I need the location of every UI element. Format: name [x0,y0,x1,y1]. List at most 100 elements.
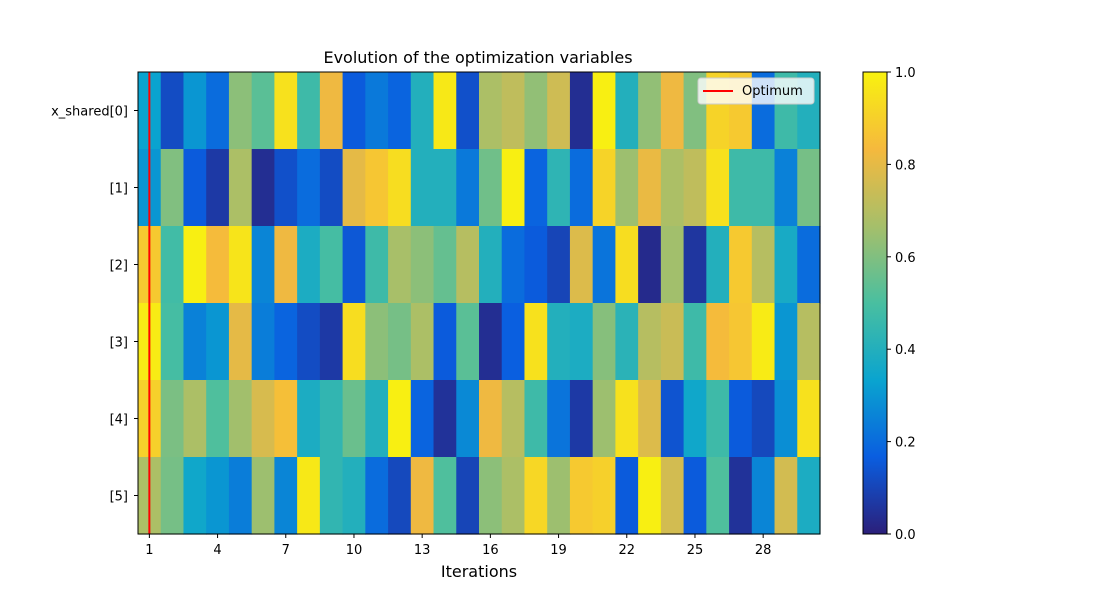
heatmap-cell [683,303,707,381]
heatmap-cell [660,457,685,535]
heatmap-cell [706,226,730,304]
heatmap-cell [365,149,389,227]
heatmap-cell [706,457,730,535]
heatmap-cell [592,303,616,381]
heatmap-cell [660,380,685,458]
heatmap-cell [342,149,366,227]
heatmap-cell [433,226,457,304]
heatmap-cell [479,303,503,381]
heatmap-cell [251,457,275,535]
heatmap-cell [456,303,480,381]
heatmap-cell [433,380,457,458]
heatmap-cell [228,380,253,458]
heatmap-cell [729,149,753,227]
heatmap-cell [592,149,616,227]
heatmap-cell [365,72,389,150]
heatmap-cell [569,303,594,381]
y-tick-label: [1] [110,182,128,197]
heatmap-cell [319,72,344,150]
heatmap-cell [501,226,526,304]
heatmap-cell [297,72,321,150]
heatmap-cell [433,149,457,227]
heatmap-cell [433,303,457,381]
heatmap-cell [410,303,435,381]
y-tick-label: [3] [110,336,128,351]
x-tick-label: 4 [213,543,221,558]
heatmap-cell [638,457,662,535]
colorbar-tick-label: 1.0 [895,66,916,81]
heatmap-cell [638,149,662,227]
heatmap-cell [479,380,503,458]
x-tick-label: 7 [282,543,290,558]
heatmap-cell [160,457,185,535]
x-tick-label: 28 [755,543,772,558]
heatmap-cell [592,380,616,458]
heatmap-cell [274,72,298,150]
heatmap-cell [228,303,253,381]
heatmap-cell [433,457,457,535]
heatmap-cell [479,72,503,150]
heatmap-cell [615,72,639,150]
heatmap-cell [251,149,275,227]
heatmap-cell [615,380,639,458]
heatmap-cell [274,226,298,304]
heatmap-cell [456,149,480,227]
heatmap-cell [774,303,798,381]
heatmap-cell [456,380,480,458]
heatmap-cell [183,149,207,227]
heatmap-cell [592,72,616,150]
heatmap-cell [524,149,548,227]
heatmap-cell [501,72,526,150]
heatmap-cell [342,303,366,381]
heatmap-cell [501,149,526,227]
heatmap-cell [797,149,821,227]
heatmap-cell [592,226,616,304]
y-tick-label: [2] [110,259,128,274]
heatmap-cell [342,457,366,535]
heatmap-cell [524,72,548,150]
heatmap-cell [524,303,548,381]
heatmap-cell [160,226,185,304]
heatmap-cell [479,149,503,227]
heatmap-cell [183,380,207,458]
heatmap-cell [615,149,639,227]
heatmap-cell [729,380,753,458]
heatmap-cell [206,149,230,227]
heatmap-cell [569,149,594,227]
heatmap-cell [524,457,548,535]
heatmap-cell [365,226,389,304]
plot-frame [137,71,821,535]
heatmap-cell [683,149,707,227]
heatmap-cell [547,303,571,381]
heatmap-cell [365,457,389,535]
heatmap-cell [297,226,321,304]
heatmap-cell [797,380,821,458]
heatmap-cell [501,380,526,458]
heatmap-cell [206,226,230,304]
colorbar-tick-label: 0.2 [895,436,916,451]
heatmap-cell [547,226,571,304]
heatmap-cell [319,226,344,304]
heatmap-cell [388,226,412,304]
legend: Optimum [697,77,815,105]
heatmap-cell [501,303,526,381]
heatmap-cell [569,380,594,458]
colorbar-ticks: 0.0 0.2 0.4 0.6 0.8 1.0 [887,66,916,543]
y-axis-ticks: x_shared[0] [1] [2] [3] [4] [5] [51,105,138,505]
heatmap-cell [410,226,435,304]
heatmap-cell [297,457,321,535]
heatmap-cell [547,149,571,227]
heatmap-cell [365,303,389,381]
heatmap-cell [683,226,707,304]
heatmap-cell [615,303,639,381]
colorbar [862,71,888,535]
colorbar-tick-label: 0.0 [895,528,916,543]
heatmap-cell [388,149,412,227]
heatmap-cell [524,226,548,304]
heatmap-cell [388,72,412,150]
heatmap-cell [683,380,707,458]
heatmap-cell [751,149,776,227]
heatmap-cell [251,72,275,150]
heatmap-cell [751,457,776,535]
heatmap-cell [228,72,253,150]
